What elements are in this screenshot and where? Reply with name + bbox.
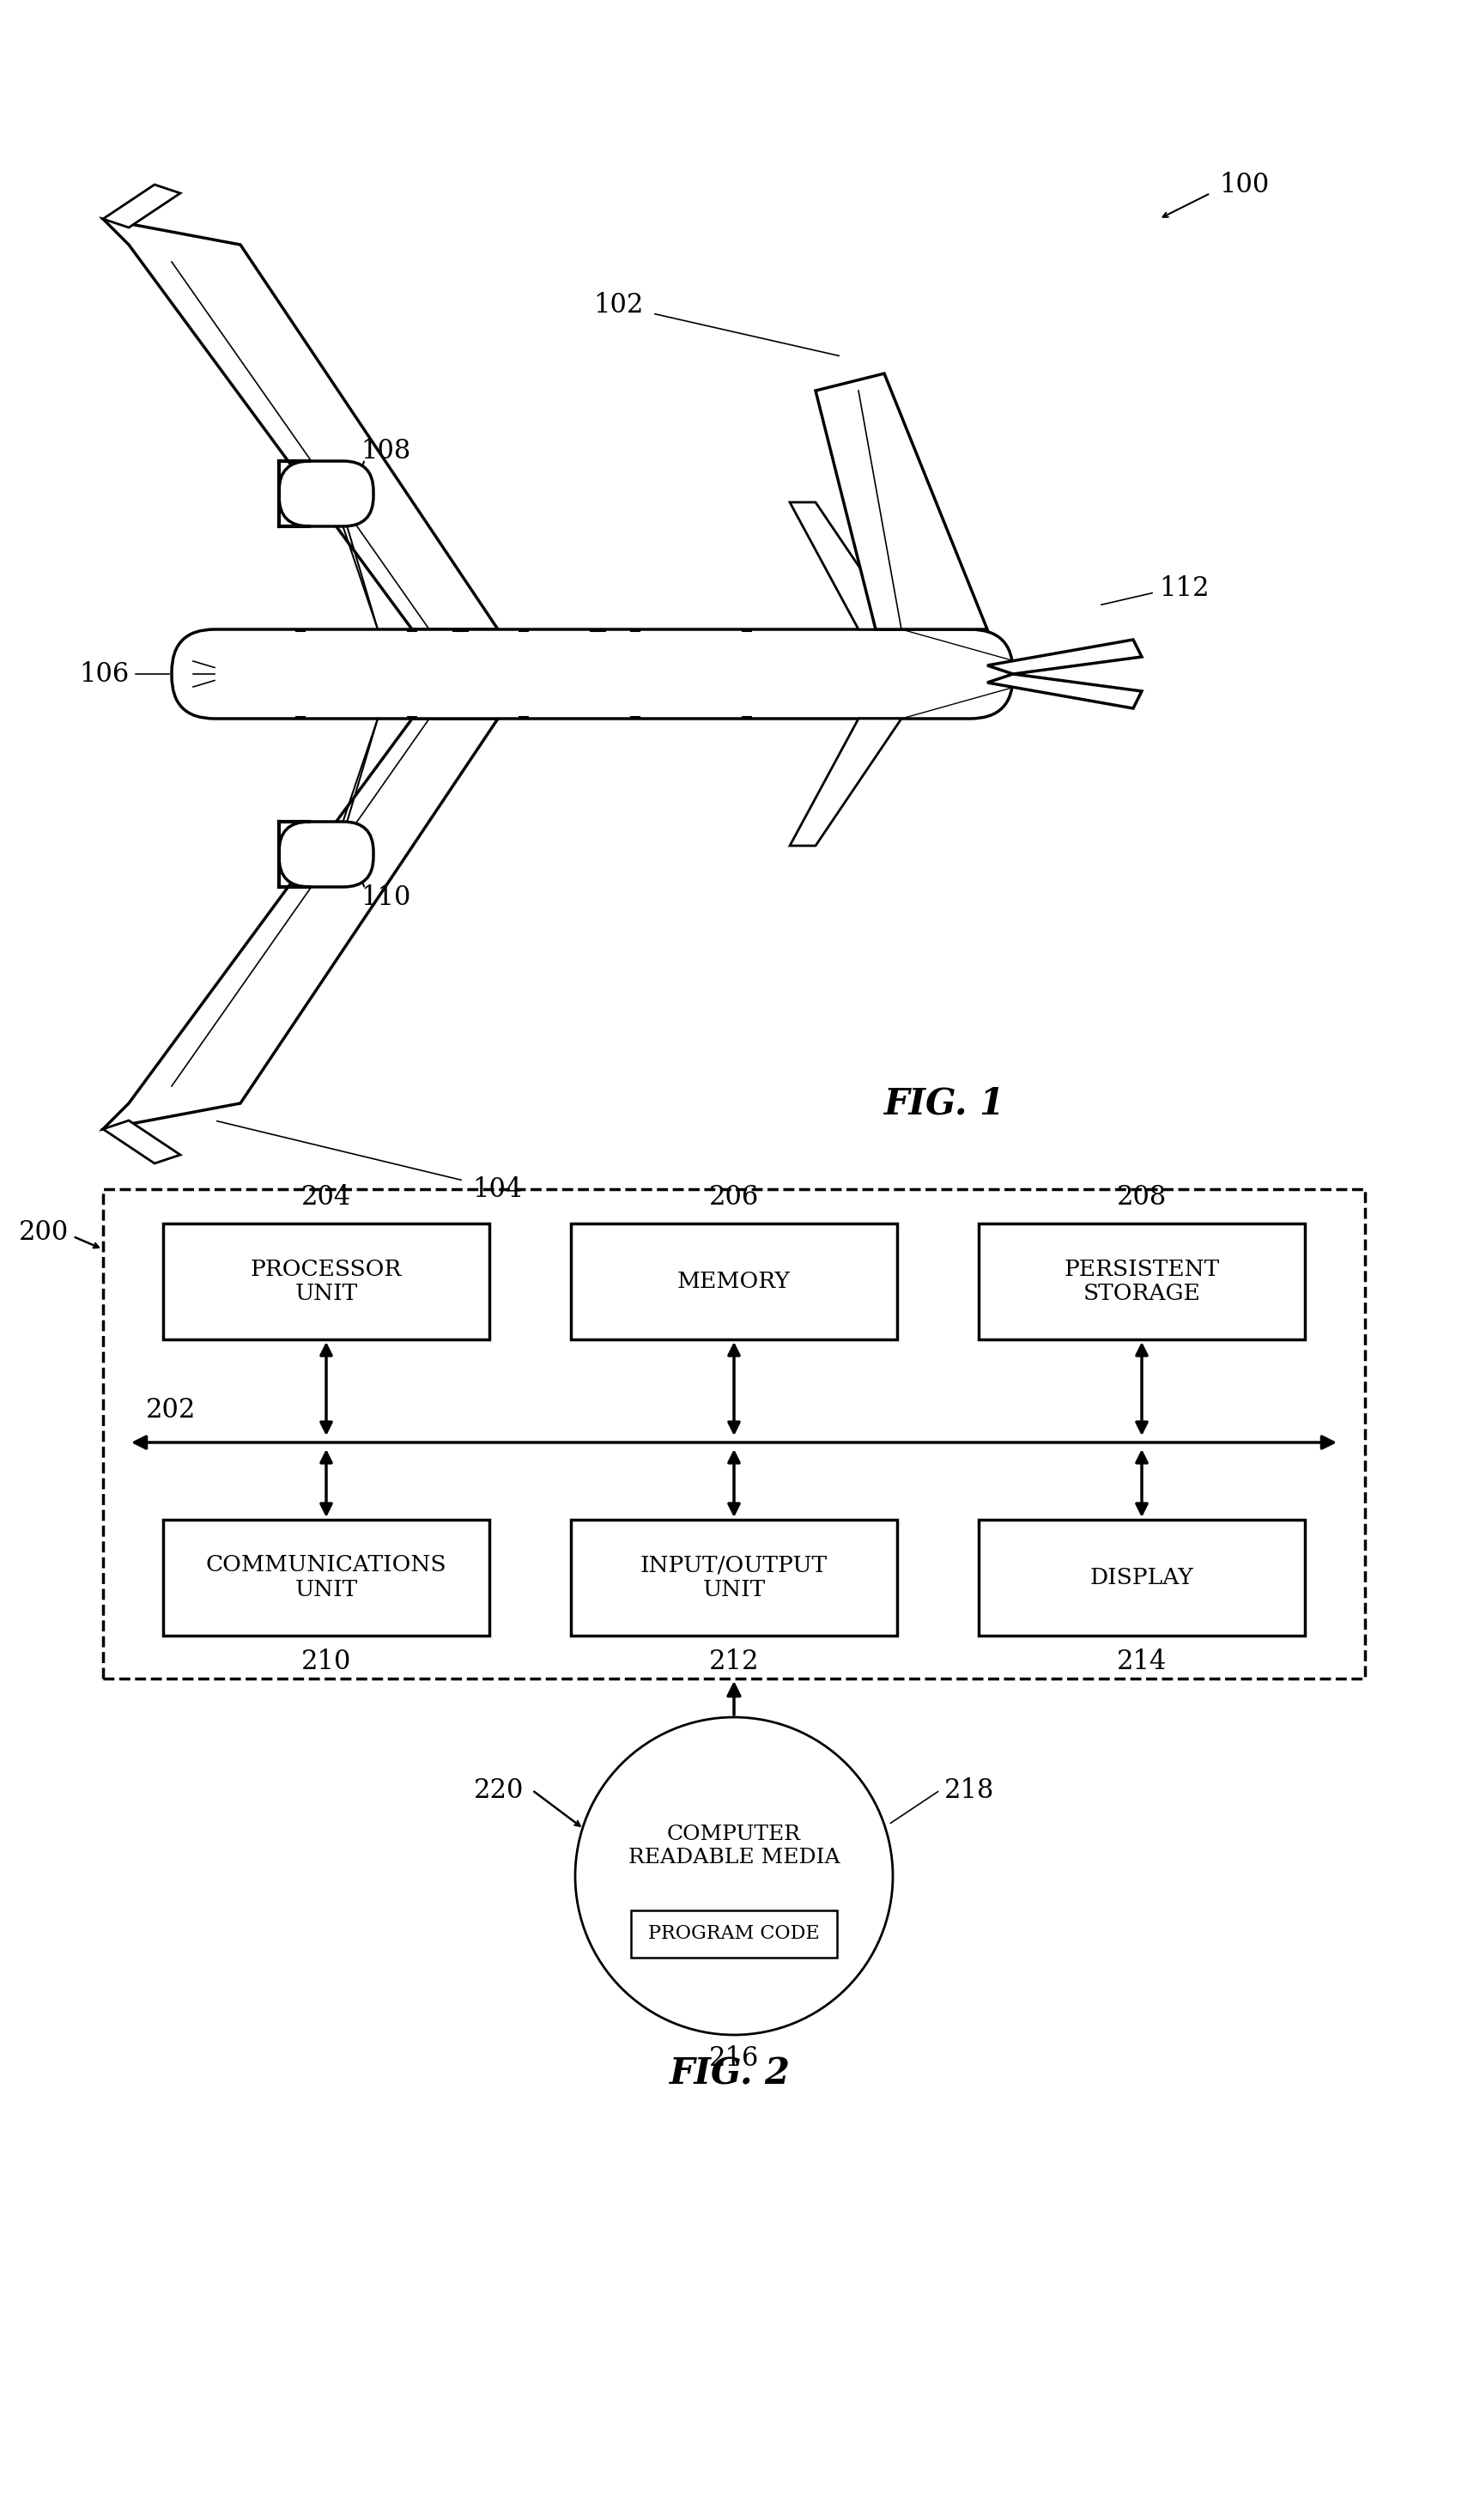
Polygon shape [790, 501, 901, 630]
Text: 218: 218 [944, 1777, 994, 1804]
FancyBboxPatch shape [163, 1225, 489, 1341]
Text: 204: 204 [301, 1184, 351, 1210]
Text: 200: 200 [19, 1220, 69, 1245]
Polygon shape [103, 718, 498, 1129]
Text: MEMORY: MEMORY [677, 1270, 791, 1293]
Text: INPUT/OUTPUT
UNIT: INPUT/OUTPUT UNIT [640, 1555, 828, 1600]
Text: 206: 206 [709, 1184, 759, 1210]
Text: 216: 216 [709, 2046, 759, 2071]
Polygon shape [103, 219, 498, 630]
Polygon shape [790, 718, 901, 847]
Text: COMMUNICATIONS
UNIT: COMMUNICATIONS UNIT [206, 1555, 446, 1600]
Polygon shape [988, 640, 1142, 673]
Text: 104: 104 [473, 1177, 523, 1202]
Text: 208: 208 [1117, 1184, 1167, 1210]
Polygon shape [103, 184, 181, 227]
Circle shape [575, 1716, 893, 2034]
Text: 100: 100 [1218, 171, 1268, 199]
FancyBboxPatch shape [631, 1910, 837, 1958]
Polygon shape [816, 373, 988, 630]
Text: PERSISTENT
STORAGE: PERSISTENT STORAGE [1064, 1257, 1220, 1305]
Text: 108: 108 [361, 438, 411, 464]
Text: FIG. 2: FIG. 2 [669, 2056, 790, 2092]
Polygon shape [103, 1121, 181, 1164]
Text: FIG. 1: FIG. 1 [884, 1086, 1006, 1121]
Text: 102: 102 [593, 292, 644, 318]
FancyBboxPatch shape [571, 1520, 897, 1635]
Text: 220: 220 [474, 1777, 524, 1804]
FancyBboxPatch shape [163, 1520, 489, 1635]
Text: 212: 212 [709, 1648, 759, 1676]
FancyBboxPatch shape [979, 1520, 1305, 1635]
Text: 106: 106 [79, 660, 129, 688]
Text: PROCESSOR
UNIT: PROCESSOR UNIT [251, 1257, 402, 1305]
Text: 214: 214 [1117, 1648, 1167, 1676]
Text: DISPLAY: DISPLAY [1089, 1567, 1193, 1588]
FancyBboxPatch shape [279, 822, 373, 887]
Text: 210: 210 [301, 1648, 351, 1676]
Text: 112: 112 [1158, 575, 1210, 602]
FancyBboxPatch shape [571, 1225, 897, 1341]
FancyBboxPatch shape [279, 461, 373, 527]
Text: COMPUTER
READABLE MEDIA: COMPUTER READABLE MEDIA [628, 1824, 840, 1867]
Text: 202: 202 [145, 1396, 197, 1424]
Polygon shape [988, 673, 1142, 708]
FancyBboxPatch shape [979, 1225, 1305, 1341]
Text: 110: 110 [361, 885, 411, 910]
Text: PROGRAM CODE: PROGRAM CODE [649, 1925, 819, 1943]
FancyBboxPatch shape [172, 630, 1013, 718]
